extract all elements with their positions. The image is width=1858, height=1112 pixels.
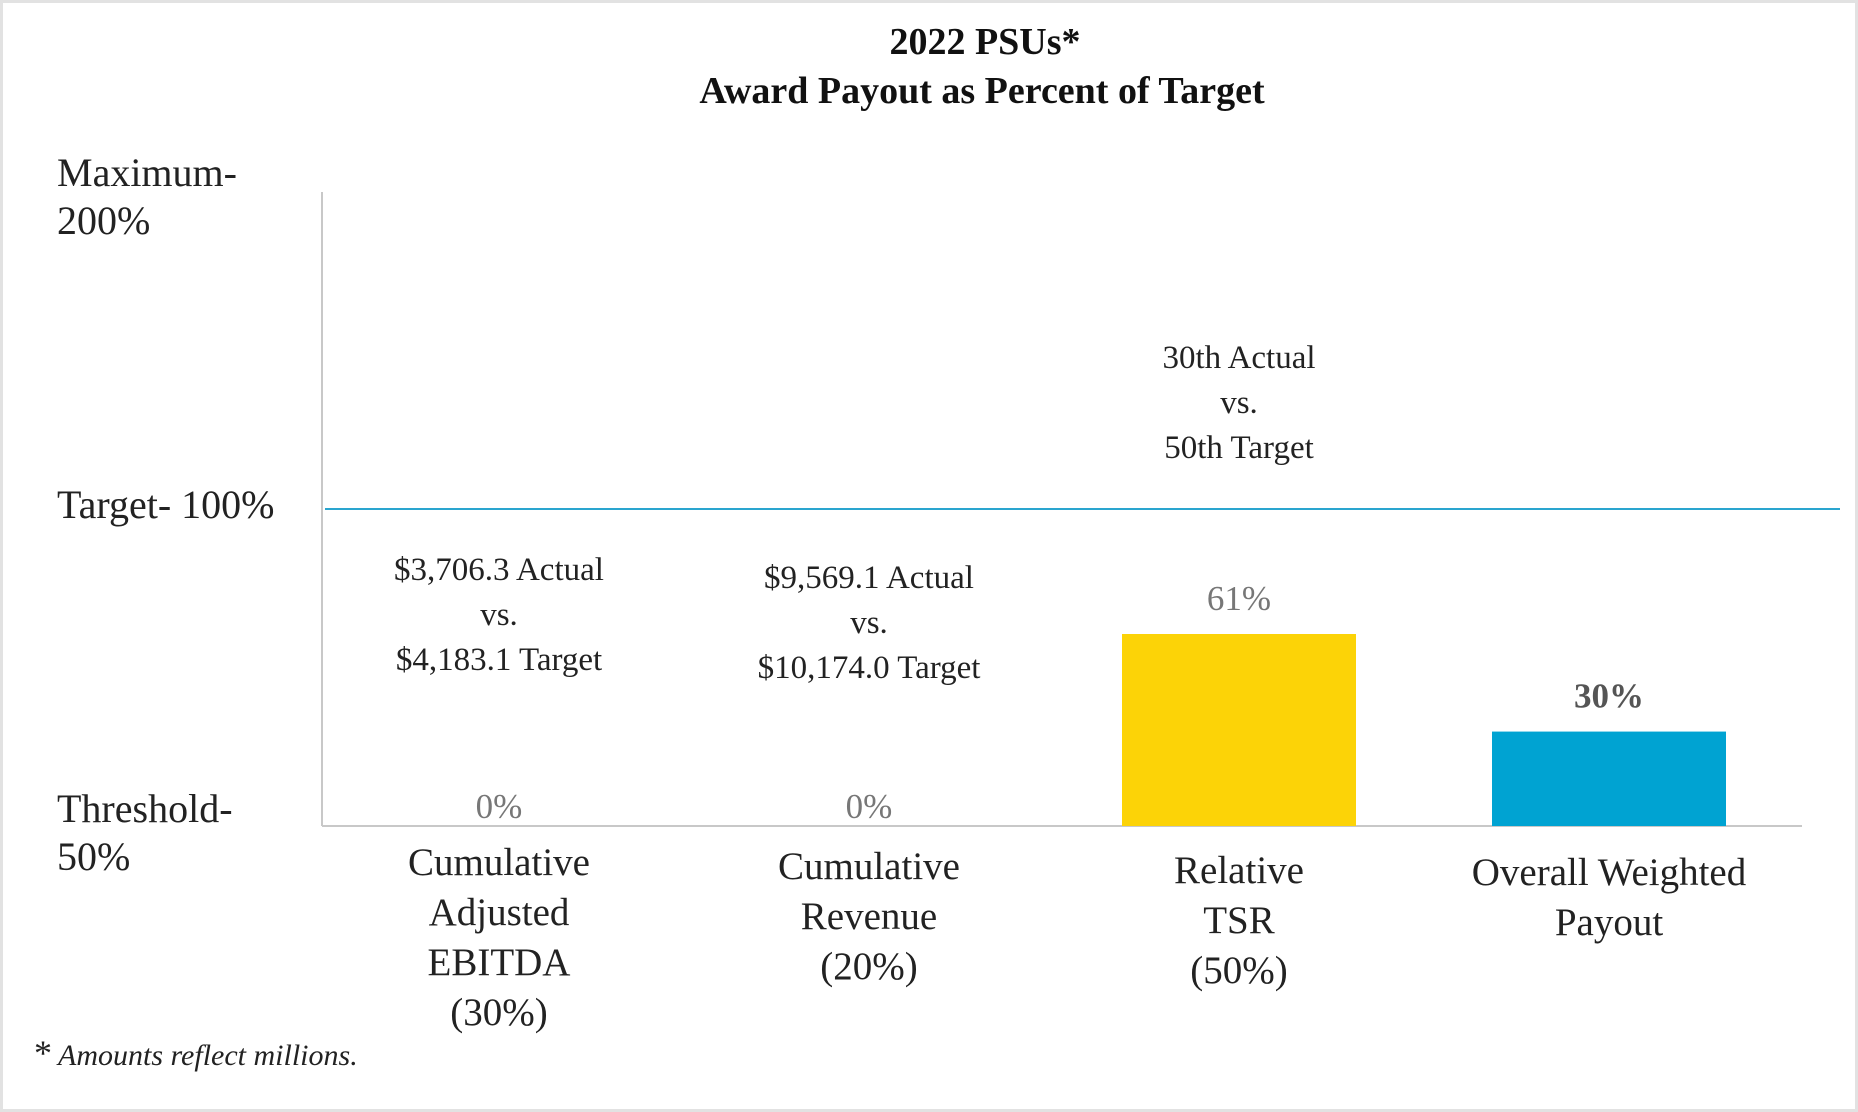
y-axis-labels: Maximum-200% Target- 100% Threshold-50% — [57, 150, 275, 879]
note-1: $3,706.3 Actual vs. $4,183.1 Target — [394, 552, 604, 678]
x-label-line: Cumulative — [408, 841, 590, 884]
note-3: 30th Actual vs. 50th Target — [1162, 340, 1315, 466]
x-label-line: (20%) — [820, 945, 917, 988]
bar-3 — [1122, 634, 1356, 826]
y-label-target: Target- 100% — [57, 482, 275, 527]
x-label-line: Relative — [1174, 849, 1304, 892]
y-label-line: 200% — [57, 198, 150, 243]
x-axis-labels: Cumulative Adjusted EBITDA (30%) Cumulative R… — [408, 841, 1747, 1034]
footnote-text: Amounts reflect millions. — [56, 1039, 358, 1072]
data-labels: 0% 0% 61% 30% — [476, 579, 1644, 826]
x-label-line: Revenue — [801, 895, 937, 938]
data-label-2: 0% — [846, 787, 893, 826]
y-label-line: Threshold- — [57, 786, 233, 831]
note-line: $4,183.1 Target — [396, 642, 602, 678]
note-line: $10,174.0 Target — [758, 650, 981, 686]
note-line: vs. — [480, 597, 518, 633]
chart-subtitle: Award Payout as Percent of Target — [699, 70, 1265, 112]
note-2: $9,569.1 Actual vs. $10,174.0 Target — [758, 560, 981, 686]
note-line: $9,569.1 Actual — [764, 560, 974, 596]
x-label-line: Payout — [1555, 901, 1664, 944]
bars — [1122, 634, 1726, 826]
note-line: $3,706.3 Actual — [394, 552, 604, 588]
bar-notes: $3,706.3 Actual vs. $4,183.1 Target $9,569.… — [394, 340, 1315, 686]
x-label-line: (30%) — [450, 991, 547, 1034]
data-label-4: 30% — [1574, 677, 1644, 716]
x-label-line: TSR — [1203, 899, 1275, 942]
x-label-2: Cumulative Revenue (20%) — [778, 845, 960, 988]
bar-4 — [1492, 731, 1726, 826]
note-line: vs. — [850, 605, 888, 641]
y-label-line: Target- 100% — [57, 482, 275, 527]
footnote-symbol: * — [34, 1033, 52, 1073]
x-label-1: Cumulative Adjusted EBITDA (30%) — [408, 841, 590, 1034]
y-label-line: Maximum- — [57, 150, 237, 195]
data-label-1: 0% — [476, 787, 523, 826]
footnote: * Amounts reflect millions. — [34, 1033, 358, 1073]
note-line: 50th Target — [1164, 430, 1314, 466]
x-label-line: Cumulative — [778, 845, 960, 888]
chart-title: 2022 PSUs* — [889, 21, 1080, 63]
x-label-line: (50%) — [1190, 949, 1287, 992]
x-label-line: EBITDA — [428, 941, 571, 984]
y-label-line: 50% — [57, 834, 130, 879]
x-label-line: Adjusted — [429, 891, 570, 934]
data-label-3: 61% — [1207, 579, 1271, 618]
y-label-maximum: Maximum-200% — [57, 150, 237, 243]
y-label-threshold: Threshold-50% — [57, 786, 233, 879]
note-line: 30th Actual — [1162, 340, 1315, 376]
x-label-4: Overall Weighted Payout — [1472, 851, 1747, 944]
x-label-3: Relative TSR (50%) — [1174, 849, 1304, 992]
note-line: vs. — [1220, 385, 1258, 421]
x-label-line: Overall Weighted — [1472, 851, 1747, 894]
